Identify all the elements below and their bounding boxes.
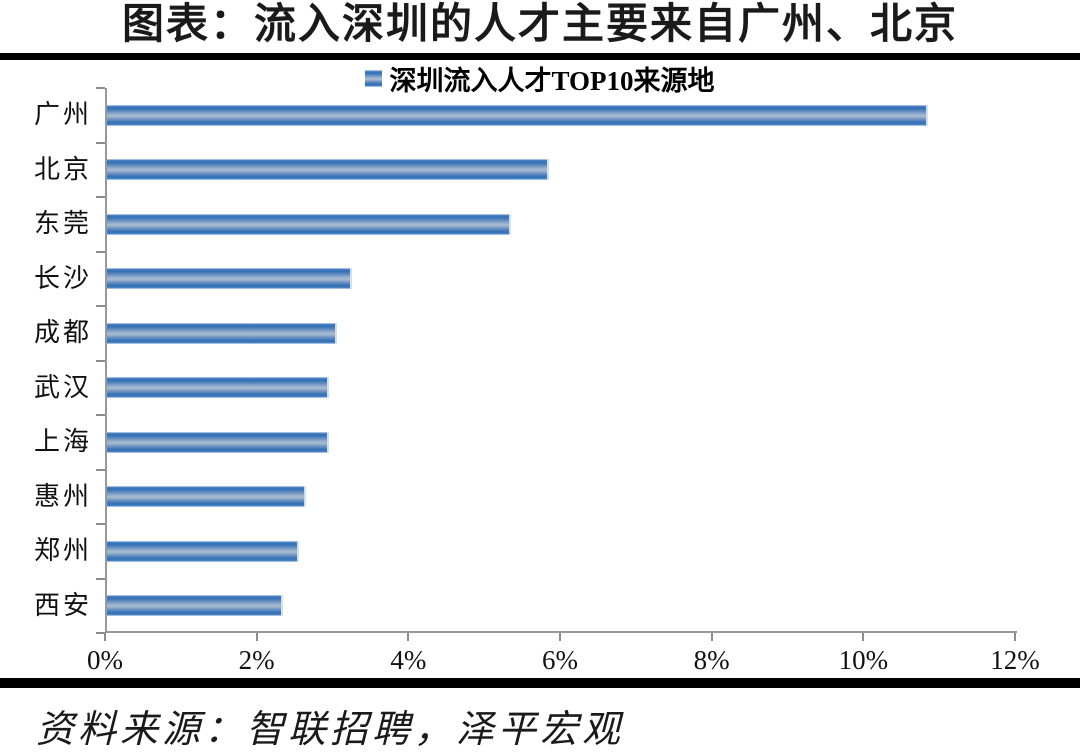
bar-东莞 bbox=[107, 213, 511, 235]
x-axis-tick bbox=[862, 633, 865, 641]
y-axis-tick bbox=[96, 141, 105, 144]
category-label: 广州 bbox=[33, 100, 92, 130]
x-axis-tick bbox=[1014, 633, 1016, 641]
y-axis-tick bbox=[96, 305, 105, 307]
bar-广州 bbox=[107, 104, 928, 126]
x-axis-tick-label: 10% bbox=[838, 645, 889, 675]
y-axis-tick bbox=[96, 196, 105, 198]
page-title: 图表：流入深圳的人才主要来自广州、北京 bbox=[121, 2, 958, 48]
x-axis-tick-label: 8% bbox=[693, 645, 730, 675]
y-axis-line bbox=[105, 88, 107, 633]
y-axis-tick bbox=[96, 250, 105, 253]
y-axis-tick bbox=[96, 577, 105, 580]
y-axis-tick bbox=[96, 359, 105, 362]
bar-成都 bbox=[107, 322, 337, 344]
x-axis-tick-label: 4% bbox=[390, 645, 427, 675]
x-axis-tick-label: 6% bbox=[542, 645, 578, 675]
category-label: 长沙 bbox=[33, 263, 92, 293]
bar-西安 bbox=[107, 595, 284, 617]
bar-长沙 bbox=[107, 268, 352, 290]
bar-北京 bbox=[107, 159, 549, 181]
category-label: 上海 bbox=[33, 427, 92, 457]
category-label: 北京 bbox=[33, 154, 92, 184]
category-label: 武汉 bbox=[33, 372, 92, 402]
y-axis-tick bbox=[96, 632, 105, 634]
x-axis-tick bbox=[710, 633, 713, 641]
y-axis-tick bbox=[96, 414, 105, 416]
bar-上海 bbox=[107, 431, 329, 453]
bar-武汉 bbox=[107, 377, 329, 399]
top-divider-rule bbox=[0, 53, 1080, 60]
x-axis-tick bbox=[255, 633, 258, 641]
y-axis-tick bbox=[96, 468, 105, 471]
x-axis-tick bbox=[104, 633, 106, 641]
category-label: 成都 bbox=[33, 318, 92, 348]
category-label: 郑州 bbox=[33, 536, 92, 566]
y-axis-tick bbox=[96, 523, 105, 525]
y-axis-tick bbox=[96, 87, 105, 89]
plot-area: 广州北京东莞长沙成都武汉上海惠州郑州西安 0% 2% 4% 6% 8% 10% 12% bbox=[34, 87, 1040, 675]
category-label: 东莞 bbox=[33, 209, 92, 239]
bar-郑州 bbox=[107, 540, 299, 562]
bottom-divider-rule bbox=[0, 678, 1080, 688]
x-axis-tick bbox=[407, 633, 410, 641]
x-axis-tick-label: 12% bbox=[990, 645, 1040, 675]
category-label: 西安 bbox=[33, 590, 92, 620]
category-label: 惠州 bbox=[33, 481, 92, 511]
x-axis-tick-label: 2% bbox=[238, 645, 275, 675]
x-axis-tick bbox=[559, 633, 561, 641]
bar-惠州 bbox=[107, 486, 307, 508]
x-axis-tick-label: 0% bbox=[87, 645, 123, 675]
chart-legend: 深圳流入人才TOP10来源地 bbox=[0, 63, 1080, 96]
legend-series-swatch-icon bbox=[365, 69, 383, 87]
legend-series-label: 深圳流入人才TOP10来源地 bbox=[389, 65, 715, 96]
x-axis-line bbox=[105, 631, 1017, 633]
source-citation: 资料来源：智联招聘，泽平宏观 bbox=[36, 709, 625, 751]
